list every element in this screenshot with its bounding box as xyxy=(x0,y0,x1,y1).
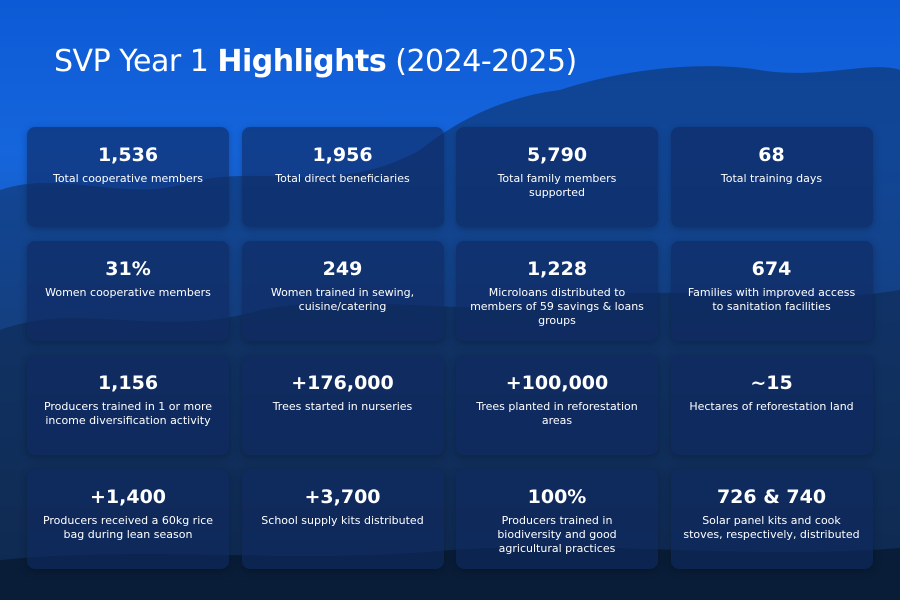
stat-value: 5,790 xyxy=(526,144,588,166)
stat-value: 31% xyxy=(105,258,151,280)
stat-card: 5,790 Total family members supported xyxy=(456,127,658,227)
stat-label: Trees started in nurseries xyxy=(272,400,413,413)
stat-label: Total cooperative members xyxy=(52,172,204,185)
stat-card: 68 Total training days xyxy=(670,127,873,227)
stat-value: 726 & 740 xyxy=(716,486,827,508)
stat-label: Total direct beneficiaries xyxy=(275,172,410,185)
stat-label: Solar panel kits and cook stoves, respec… xyxy=(683,514,860,541)
stat-label: Women cooperative members xyxy=(45,286,211,299)
stat-value: +100,000 xyxy=(505,372,609,394)
stat-card: 100% Producers trained in biodiversity an… xyxy=(456,469,658,569)
stat-label: Producers trained in biodiversity and go… xyxy=(497,514,617,555)
stat-value: +3,700 xyxy=(304,486,381,508)
title: SVP Year 1 Highlights (2024-2025) xyxy=(54,44,577,79)
title-bold: Highlights xyxy=(217,44,387,79)
card-grid: 1,536 Total cooperative members 1,956 Total… xyxy=(27,127,873,569)
stat-card: 1,536 Total cooperative members xyxy=(27,127,229,227)
stat-label: Microloans distributed to members of 59 … xyxy=(470,286,644,327)
stat-card: ~15 Hectares of reforestation land xyxy=(670,355,873,455)
stat-card: 31% Women cooperative members xyxy=(27,241,229,341)
stat-label: Total family members supported xyxy=(497,172,617,199)
stat-card: 249 Women trained in sewing, cuisine/cate… xyxy=(241,241,444,341)
stat-label: Producers received a 60kg rice bag durin… xyxy=(42,514,214,541)
stat-card: +100,000 Trees planted in reforestation a… xyxy=(456,355,658,455)
stat-value: 1,536 xyxy=(97,144,159,166)
stat-value: 100% xyxy=(527,486,587,508)
stat-card: 674 Families with improved access to sani… xyxy=(670,241,873,341)
stat-value: 1,228 xyxy=(526,258,588,280)
stat-card: 1,156 Producers trained in 1 or more inco… xyxy=(27,355,229,455)
stat-label: Hectares of reforestation land xyxy=(689,400,854,413)
title-prefix: SVP Year 1 xyxy=(54,44,209,79)
stat-label: Families with improved access to sanitat… xyxy=(687,286,856,313)
title-suffix: (2024-2025) xyxy=(395,44,577,79)
stat-card: +3,700 School supply kits distributed xyxy=(241,469,444,569)
stat-value: 1,956 xyxy=(312,144,373,166)
stat-value: +176,000 xyxy=(291,372,394,394)
stat-value: 249 xyxy=(322,258,363,280)
stat-value: ~15 xyxy=(750,372,793,394)
stat-card: 1,228 Microloans distributed to members o… xyxy=(456,241,658,341)
stat-card: +176,000 Trees started in nurseries xyxy=(241,355,444,455)
stat-value: 68 xyxy=(758,144,785,166)
stat-value: 1,156 xyxy=(97,372,159,394)
stat-label: Producers trained in 1 or more income di… xyxy=(43,400,213,427)
stat-card: 726 & 740 Solar panel kits and cook stove… xyxy=(670,469,873,569)
stat-label: School supply kits distributed xyxy=(261,514,424,527)
stat-label: Women trained in sewing, cuisine/caterin… xyxy=(270,286,415,313)
stat-value: +1,400 xyxy=(89,486,167,508)
stat-value: 674 xyxy=(751,258,792,280)
stat-label: Trees planted in reforestation areas xyxy=(476,400,638,427)
stat-card: +1,400 Producers received a 60kg rice bag… xyxy=(27,469,229,569)
stat-label: Total training days xyxy=(720,172,823,185)
stat-card: 1,956 Total direct beneficiaries xyxy=(241,127,444,227)
